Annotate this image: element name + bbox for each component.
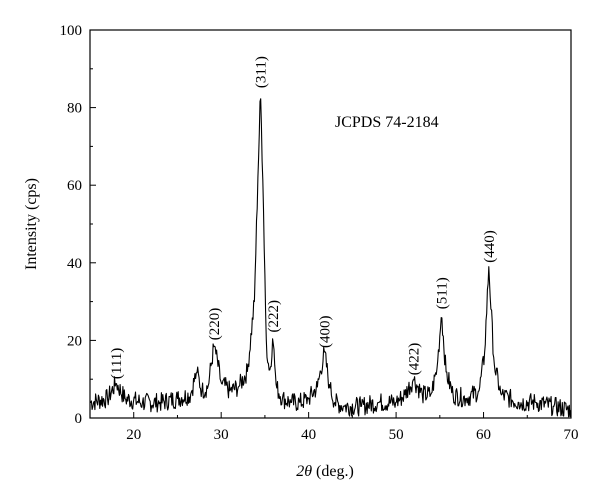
x-tick-label: 30 <box>214 427 229 443</box>
y-axis-label: Intensity (cps) <box>23 178 40 270</box>
peak-label: (400) <box>317 316 333 349</box>
axes <box>89 29 572 419</box>
peak-label: (111) <box>109 348 125 379</box>
peak-label: (220) <box>207 308 223 341</box>
x-tick-label: 70 <box>564 427 579 443</box>
x-axis-label-unit: (deg.) <box>312 463 354 480</box>
y-tick-label: 0 <box>75 411 83 427</box>
y-tick-label: 40 <box>67 256 82 272</box>
x-tick-label: 50 <box>389 427 404 443</box>
peak-label: (422) <box>407 343 423 376</box>
x-axis-label: 2θ (deg.) <box>296 463 354 480</box>
y-tick-label: 60 <box>67 178 82 194</box>
peak-label: (511) <box>435 277 451 309</box>
x-tick-label: 60 <box>476 427 491 443</box>
ticks: 20 30 40 50 60 70 0 20 40 60 80 100 <box>60 23 579 443</box>
x-tick-label: 40 <box>301 427 316 443</box>
x-tick-label: 20 <box>126 427 141 443</box>
plot-frame <box>89 29 572 419</box>
peak-labels: (111) (220) (311) (222) (400) (422) (511) (440) <box>109 56 498 379</box>
y-tick-label: 20 <box>67 333 82 349</box>
peak-label: (311) <box>254 56 270 88</box>
series-line <box>90 98 572 418</box>
y-tick-label: 100 <box>60 23 83 39</box>
peak-label: (440) <box>482 230 498 263</box>
x-axis-label-symbol: 2θ <box>296 463 312 480</box>
y-tick-label: 80 <box>67 101 82 117</box>
peak-label: (222) <box>266 300 282 333</box>
jcpds-annotation: JCPDS 74-2184 <box>335 114 439 131</box>
